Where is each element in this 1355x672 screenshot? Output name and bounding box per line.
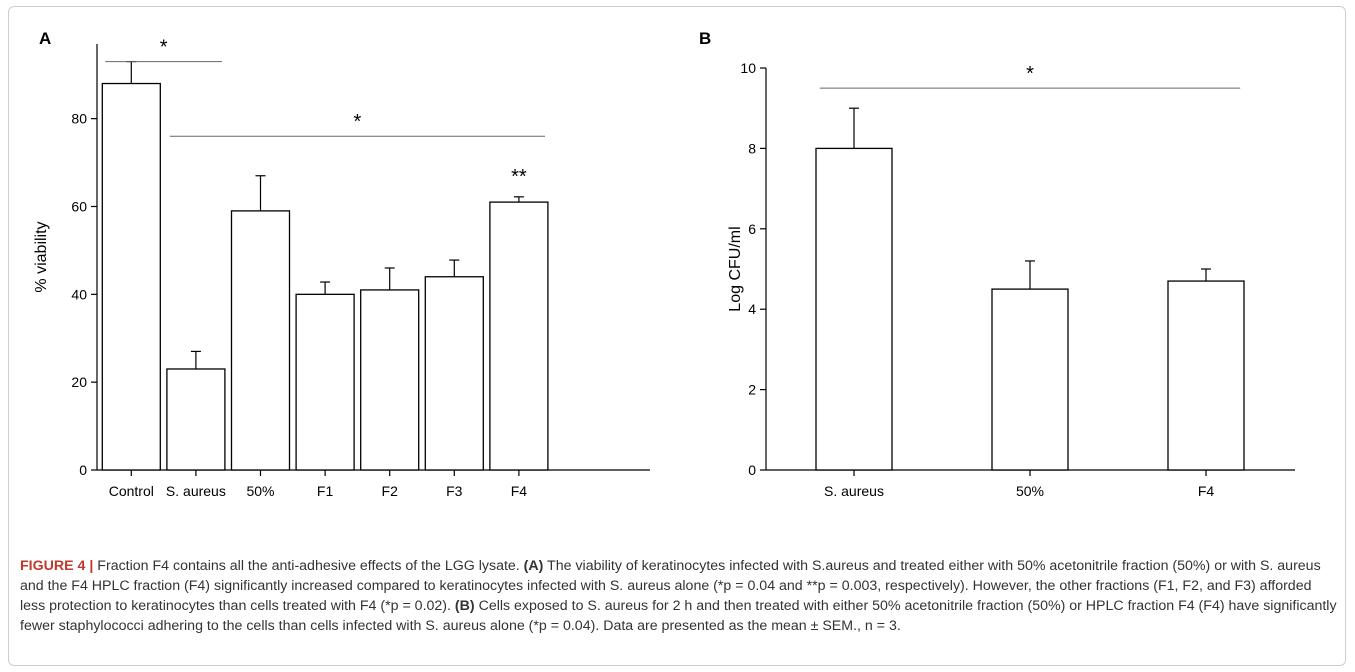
caption-figure-label: FIGURE 4 xyxy=(20,558,86,574)
bar xyxy=(991,288,1069,471)
panel-a-chart: 0 20 40 60 80 % viability Control S. aureus 50% F… xyxy=(33,37,650,499)
y-tick-label: 0 xyxy=(748,462,756,478)
x-tick-label: 50% xyxy=(1016,483,1044,499)
caption-text-b: Cells exposed to S. aureus for 2 h and t… xyxy=(20,598,1337,634)
bar xyxy=(815,147,893,471)
caption-label-a: (A) xyxy=(523,558,544,574)
y-tick-label: 4 xyxy=(748,301,756,317)
bar xyxy=(101,82,161,471)
y-tick-label: 20 xyxy=(71,374,87,390)
bar-significance-mark: ** xyxy=(511,166,527,188)
caption-label-b: (B) xyxy=(454,598,475,614)
y-tick-label: 0 xyxy=(79,462,87,478)
significance-mark: * xyxy=(354,111,362,133)
x-tick-label: S. aureus xyxy=(824,483,884,499)
bar xyxy=(166,368,226,471)
panel-label-a: A xyxy=(39,29,51,48)
bar xyxy=(360,289,420,471)
y-axis-title: % viability xyxy=(33,221,50,292)
y-tick-label: 2 xyxy=(748,382,756,398)
caption-intro: Fraction F4 contains all the anti-adhesi… xyxy=(97,558,524,574)
caption-text-a: The viability of keratinocytes infected … xyxy=(20,558,1321,614)
bar xyxy=(295,293,355,471)
figure-frame xyxy=(8,6,1346,666)
y-tick-label: 6 xyxy=(748,221,756,237)
figure-caption: FIGURE 4 | Fraction F4 contains all the … xyxy=(20,556,1338,636)
y-tick-label: 80 xyxy=(71,111,87,127)
y-tick-label: 60 xyxy=(71,198,87,214)
x-tick-label: F4 xyxy=(511,483,528,499)
y-tick-label: 40 xyxy=(71,286,87,302)
panel-label-b: B xyxy=(699,29,711,48)
x-tick-label: F4 xyxy=(1198,483,1215,499)
significance-mark: * xyxy=(1026,63,1034,85)
bar xyxy=(424,276,484,471)
bar xyxy=(230,210,291,471)
panel-b-chart: 0 2 4 6 8 10 Log CFU/ml S. aureus 50% F4 * xyxy=(727,60,1295,499)
x-tick-label: F3 xyxy=(446,483,463,499)
bar xyxy=(1167,280,1245,471)
x-tick-label: F1 xyxy=(317,483,334,499)
y-axis-title: Log CFU/ml xyxy=(727,226,744,311)
x-tick-label: Control xyxy=(109,483,154,499)
y-tick-label: 8 xyxy=(748,140,756,156)
x-tick-label: F2 xyxy=(382,483,399,499)
caption-separator: | xyxy=(85,558,98,574)
x-tick-label: S. aureus xyxy=(166,483,226,499)
significance-mark: * xyxy=(160,37,168,59)
x-tick-label: 50% xyxy=(246,483,274,499)
y-tick-label: 10 xyxy=(740,60,756,76)
bar xyxy=(489,201,549,471)
